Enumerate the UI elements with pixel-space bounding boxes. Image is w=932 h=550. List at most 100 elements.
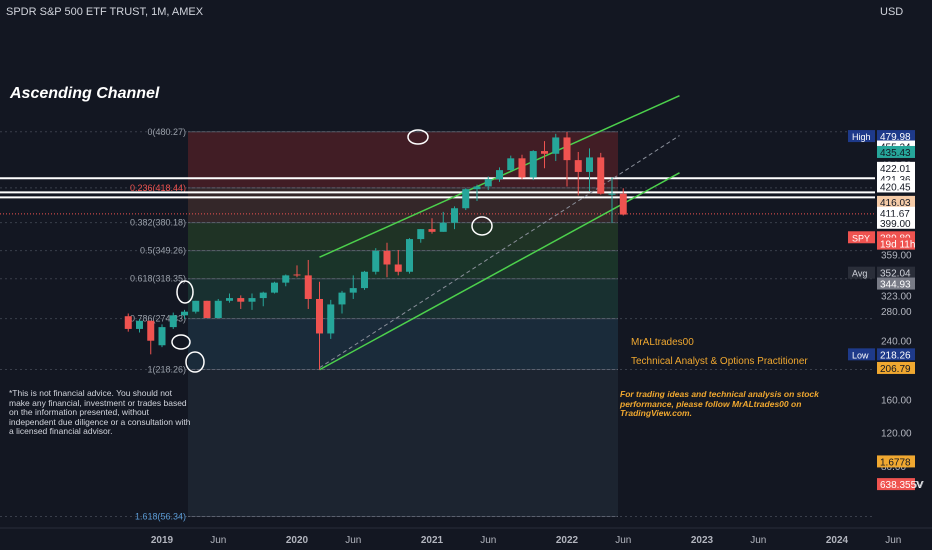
candle-body [597,157,605,194]
price-badge-tag-label: SPY [852,233,870,243]
candle-body [136,320,143,329]
price-badge-tag-label: High [852,132,871,142]
candle-body [282,275,290,283]
price-badge [877,145,915,158]
candle-body [484,179,492,187]
candle-body [237,298,245,302]
price-badge-value: 344.93 [880,280,911,291]
candle-body [169,315,177,328]
price-badge-tag-label: Avg [852,269,867,279]
candle-body [563,137,571,161]
time-tick-label: Jun [885,535,901,546]
fib-zone [188,278,618,319]
fib-zone [188,250,618,279]
candle-body [304,275,312,299]
time-tick-label: 2019 [151,535,174,546]
price-badge [877,277,915,290]
price-badge-tag [848,348,875,361]
price-axis-bg [875,0,932,530]
candle-body [518,158,526,178]
fib-zone [188,222,618,251]
channel-title: Ascending Channel [10,85,160,102]
candle-body [147,320,155,341]
candle-body [158,327,166,346]
candle-body [361,271,368,289]
candle-body [451,208,458,223]
candle-body [203,300,211,319]
price-badge-value: 420.45 [880,182,911,193]
price-badge-value: 422.01 [880,164,911,175]
price-badge [877,206,915,219]
price-badge-value: 416.03 [880,198,911,209]
price-tick-label: 240.00 [881,337,912,348]
candle-body [192,300,200,312]
price-tick-label: 120.00 [881,428,912,439]
time-tick-label: 2021 [421,535,444,546]
candle-body [574,160,582,172]
price-badge-value: 399.00 [880,219,911,230]
candle-body [439,222,447,232]
price-badge-value: 638.355V [880,480,923,491]
fib-level-label: 0.618(318.35) [130,274,186,284]
time-tick-label: Jun [480,535,496,546]
candle-body [338,292,346,305]
time-tick-label: Jun [615,535,631,546]
price-badge-value: 435.43 [880,148,911,159]
candle-body [406,239,413,272]
price-badge-value: 352.04 [880,269,911,280]
author-subtitle: Technical Analyst & Options Practitioner [631,356,808,367]
time-tick-label: Jun [210,535,226,546]
time-tick-label: 2024 [826,535,849,546]
disclaimer-text: *This is not financial advice. You shoul… [9,388,191,436]
fib-level-label: 1(218.26) [147,365,186,375]
price-tick-label: 323.00 [881,291,912,302]
candle-body [327,304,335,334]
price-badge-value: 19d 11h [880,240,915,251]
fib-level-label: 0.382(380.18) [130,218,186,228]
candle-body [271,282,278,293]
fib-zone [188,318,618,370]
candle-body [529,151,537,178]
highlight-circle [407,129,429,145]
time-tick-label: 2020 [286,535,309,546]
price-badge [877,216,915,229]
author-name: MrALtrades00 [631,337,694,348]
fib-level-label: 0.786(274.33) [130,314,186,324]
candle-body [473,186,481,190]
highlight-circle [171,334,191,350]
price-badge [877,161,915,174]
candle-body [417,229,425,240]
fib-level-label: 0.236(418.44) [130,183,186,193]
price-badge [877,266,915,279]
price-badge [877,180,915,193]
price-tick-label: 280.00 [881,307,912,318]
fib-level-label: 0(480.27) [147,127,186,137]
candle-body [541,151,548,154]
candle-body [372,250,380,272]
candle-body [608,193,616,195]
currency-label: USD [880,6,904,18]
candle-body [124,316,132,329]
channel-middle-line [319,135,680,369]
price-tick-label: 160.00 [881,396,912,407]
candle-body [586,157,593,172]
time-tick-label: Jun [345,535,361,546]
price-badge [877,361,915,374]
candle-body [462,189,470,209]
time-tick-label: 2023 [691,535,714,546]
highlight-circle [176,280,194,304]
candle-body [181,311,188,316]
fib-zone [188,369,618,517]
time-tick-label: Jun [750,535,766,546]
candle-body [552,137,560,154]
candle-body [394,264,402,272]
price-badge [877,348,915,361]
price-tick-label: 359.00 [881,251,912,262]
candle-body [248,298,256,302]
fib-zone [188,187,618,223]
time-tick-label: 2022 [556,535,579,546]
candle-body [214,300,222,319]
candle-body [226,298,233,301]
